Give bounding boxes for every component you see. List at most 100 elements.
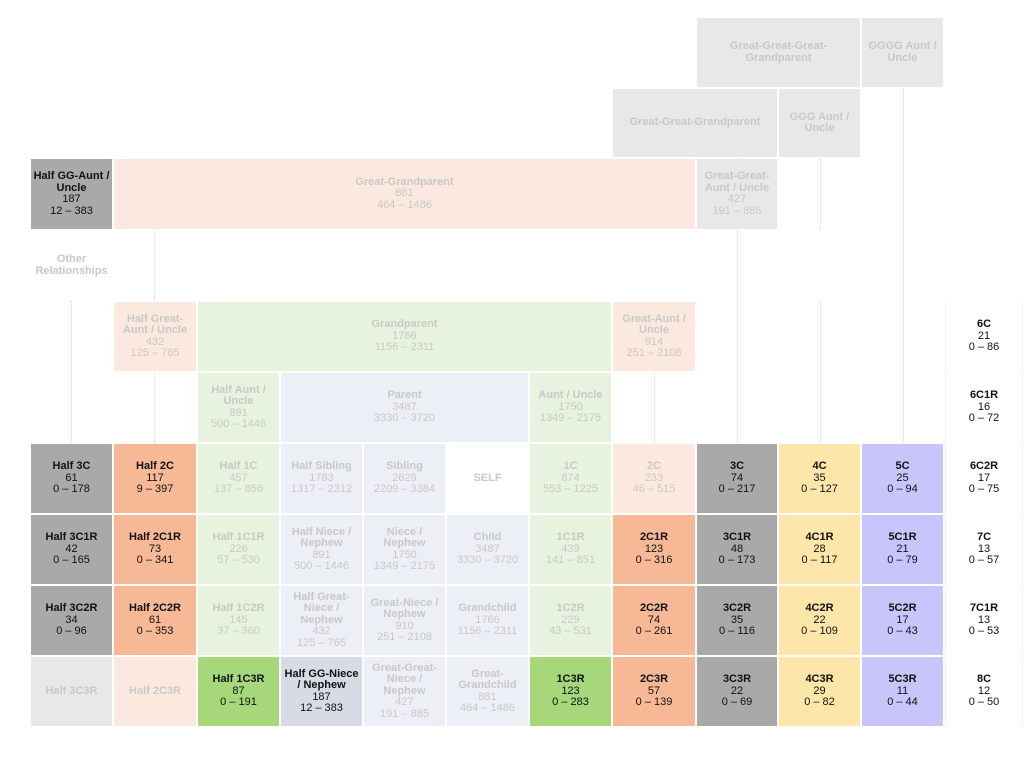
cell-value: 11 <box>896 684 909 697</box>
cell-2c3r[interactable]: 2C3R 57 0 – 139 <box>613 657 695 726</box>
cell-half-1c2r[interactable]: Half 1C2R 145 37 – 360 <box>198 586 279 655</box>
cell-great-niece-nephew[interactable]: Great-Niece / Nephew 910 251 – 2108 <box>364 586 445 655</box>
cell-half-sibling[interactable]: Half Sibling 1783 1317 – 2312 <box>281 444 362 513</box>
cell-2c2r[interactable]: 2C2R 74 0 – 261 <box>613 586 695 655</box>
cell-value: 87 <box>232 684 245 697</box>
connector-line <box>820 301 821 443</box>
cell-value: 74 <box>647 613 661 626</box>
cell-half-niece-nephew[interactable]: Half Niece / Nephew 891 500 – 1446 <box>281 515 362 584</box>
cell-5c1r[interactable]: 5C1R 21 0 – 79 <box>862 515 943 584</box>
cell-range: 0 – 283 <box>552 696 589 709</box>
cell-label: 4C3R <box>805 673 834 686</box>
cell-7c1r[interactable]: 7C1R 13 0 – 53 <box>945 586 1023 655</box>
cell-half-3c1r[interactable]: Half 3C1R 42 0 – 165 <box>31 515 112 584</box>
cell-value: 13 <box>977 542 991 555</box>
cell-6c[interactable]: 6C 21 0 – 86 <box>945 302 1023 371</box>
cell-8c[interactable]: 8C 12 0 – 50 <box>945 657 1023 726</box>
cell-value: 1750 <box>558 400 583 413</box>
cell-self[interactable]: SELF <box>447 444 528 513</box>
cell-half-1c1r[interactable]: Half 1C1R 226 57 – 530 <box>198 515 279 584</box>
cell-half-gg-niece-nephew[interactable]: Half GG-Niece / Nephew 187 12 – 383 <box>281 657 362 726</box>
cell-half-great-niece-nephew[interactable]: Half Great-Niece / Nephew 432 125 – 765 <box>281 586 362 655</box>
cell-half-2c3r[interactable]: Half 2C3R <box>114 657 196 726</box>
cell-3c2r[interactable]: 3C2R 35 0 – 116 <box>697 586 777 655</box>
cell-range: 0 – 109 <box>801 625 838 638</box>
cell-sibling[interactable]: Sibling 2629 2209 – 3384 <box>364 444 445 513</box>
cell-ggg-aunt-uncle[interactable]: GGG Aunt / Uncle <box>779 89 860 157</box>
cell-label: 5C3R <box>888 673 917 686</box>
cell-great-great-grandparent[interactable]: Great-Great-Grandparent <box>613 89 777 157</box>
cell-half-aunt-uncle[interactable]: Half Aunt / Uncle 891 500 – 1446 <box>198 373 279 442</box>
cell-label: Other Relationships <box>35 253 108 277</box>
cell-gggg-aunt-uncle[interactable]: GGGG Aunt / Uncle <box>862 18 943 87</box>
cell-value: 57 <box>647 684 661 697</box>
cell-range: 0 – 341 <box>136 554 174 567</box>
cell-label: 1C3R <box>556 673 585 686</box>
cell-grandchild[interactable]: Grandchild 1766 1156 – 2311 <box>447 586 528 655</box>
cell-1c3r[interactable]: 1C3R 123 0 – 283 <box>530 657 611 726</box>
cell-range: 0 – 69 <box>721 696 753 709</box>
cell-label: Great-Grandparent <box>355 175 454 188</box>
connector-line <box>820 158 821 230</box>
cell-label: Great-Great-Grandparent <box>629 116 761 129</box>
cell-1c2r[interactable]: 1C2R 229 43 – 531 <box>530 586 611 655</box>
cell-aunt-uncle[interactable]: Aunt / Uncle 1750 1349 – 2175 <box>530 373 611 442</box>
cell-other-relationships[interactable]: Other Relationships <box>31 231 112 300</box>
cell-half-2c1r[interactable]: Half 2C1R 73 0 – 341 <box>114 515 196 584</box>
cell-1c[interactable]: 1C 874 553 – 1225 <box>530 444 611 513</box>
cell-4c1r[interactable]: 4C1R 28 0 – 117 <box>779 515 860 584</box>
cell-range: 12 – 383 <box>50 204 93 217</box>
cell-value: 1750 <box>392 548 417 561</box>
cell-great-great-great-grandparent[interactable]: Great-Great-Great-Grandparent <box>697 18 860 87</box>
cell-2c1r[interactable]: 2C1R 123 0 – 316 <box>613 515 695 584</box>
cell-range: 0 – 72 <box>968 412 1000 425</box>
cell-great-great-niece-nephew[interactable]: Great-Great-Niece / Nephew 427 191 – 885 <box>364 657 445 726</box>
cell-1c1r[interactable]: 1C1R 439 141 – 851 <box>530 515 611 584</box>
cell-7c[interactable]: 7C 13 0 – 57 <box>945 515 1023 584</box>
cell-6c2r[interactable]: 6C2R 17 0 – 75 <box>945 444 1023 513</box>
cell-half-2c[interactable]: Half 2C 117 9 – 397 <box>114 444 196 513</box>
cell-3c[interactable]: 3C 74 0 – 217 <box>697 444 777 513</box>
cell-label: 6C <box>976 318 992 331</box>
cell-niece-nephew[interactable]: Niece / Nephew 1750 1349 – 2175 <box>364 515 445 584</box>
cell-great-grandparent[interactable]: Great-Grandparent 881 464 – 1486 <box>114 159 695 229</box>
cell-great-great-aunt-uncle[interactable]: Great-Great-Aunt / Uncle 427 191 – 885 <box>697 159 777 229</box>
cell-child[interactable]: Child 3487 3330 – 3720 <box>447 515 528 584</box>
cell-range: 0 – 127 <box>801 483 838 496</box>
cell-5c[interactable]: 5C 25 0 – 94 <box>862 444 943 513</box>
cell-grandparent[interactable]: Grandparent 1766 1156 – 2311 <box>198 302 611 371</box>
cell-half-3c2r[interactable]: Half 3C2R 34 0 – 96 <box>31 586 112 655</box>
cell-value: 73 <box>148 542 162 555</box>
cell-label: Half 1C2R <box>212 602 265 615</box>
cell-half-3c3r[interactable]: Half 3C3R <box>31 657 112 726</box>
cell-half-1c3r[interactable]: Half 1C3R 87 0 – 191 <box>198 657 279 726</box>
cell-3c3r[interactable]: 3C3R 22 0 – 69 <box>697 657 777 726</box>
cell-value: 1783 <box>309 471 334 484</box>
cell-value: 123 <box>561 684 580 697</box>
cell-5c2r[interactable]: 5C2R 17 0 – 43 <box>862 586 943 655</box>
connector-line <box>71 301 72 443</box>
cell-parent[interactable]: Parent 3487 3330 – 3720 <box>281 373 528 442</box>
cell-value: 226 <box>229 542 248 555</box>
cell-value: 145 <box>229 613 248 626</box>
cell-great-aunt-uncle[interactable]: Great-Aunt / Uncle 914 251 – 2108 <box>613 302 695 371</box>
cell-2c[interactable]: 2C 233 46 – 515 <box>613 444 695 513</box>
cell-4c2r[interactable]: 4C2R 22 0 – 109 <box>779 586 860 655</box>
cell-label: GGG Aunt / Uncle <box>789 110 850 134</box>
cell-5c3r[interactable]: 5C3R 11 0 – 44 <box>862 657 943 726</box>
cell-half-2c2r[interactable]: Half 2C2R 61 0 – 353 <box>114 586 196 655</box>
cell-half-great-aunt-uncle[interactable]: Half Great-Aunt / Uncle 432 125 – 765 <box>114 302 196 371</box>
cell-half-1c[interactable]: Half 1C 457 137 – 856 <box>198 444 279 513</box>
cell-great-grandchild[interactable]: Great-Grandchild 881 464 – 1486 <box>447 657 528 726</box>
cell-half-3c[interactable]: Half 3C 61 0 – 178 <box>31 444 112 513</box>
cell-value: 28 <box>813 542 826 555</box>
cell-label: 4C1R <box>805 531 834 544</box>
cell-label: 3C1R <box>722 531 752 544</box>
cell-4c3r[interactable]: 4C3R 29 0 – 82 <box>779 657 860 726</box>
cell-6c1r[interactable]: 6C1R 16 0 – 72 <box>945 373 1023 442</box>
cell-3c1r[interactable]: 3C1R 48 0 – 173 <box>697 515 777 584</box>
cell-half-gg-aunt-uncle[interactable]: Half GG-Aunt / Uncle 187 12 – 383 <box>31 159 112 229</box>
cell-value: 187 <box>62 193 81 205</box>
cell-label: 2C2R <box>639 602 669 615</box>
cell-4c[interactable]: 4C 35 0 – 127 <box>779 444 860 513</box>
